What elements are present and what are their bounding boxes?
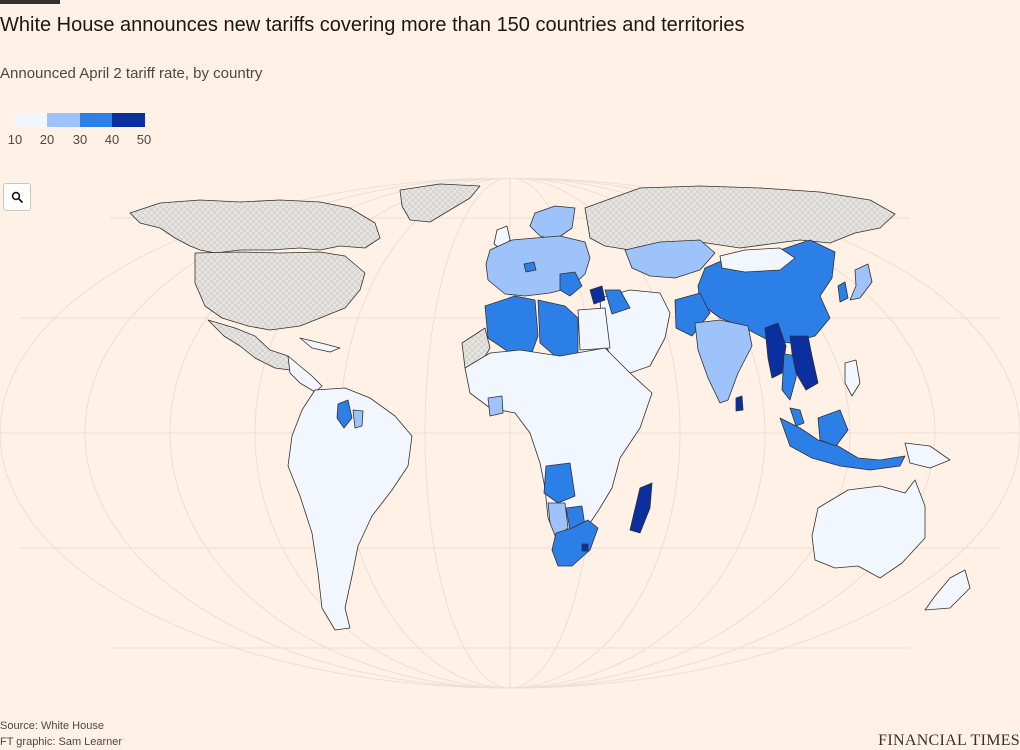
region-mongolia[interactable] [719,247,796,273]
region-united-states[interactable] [194,251,366,331]
region-borneo[interactable] [817,409,849,447]
search-icon [11,191,23,203]
region-caribbean[interactable] [299,337,341,353]
region-central-america[interactable] [287,355,323,393]
region-iraq[interactable] [604,289,631,315]
region-sri-lanka[interactable] [735,395,744,412]
region-libya[interactable] [537,299,579,357]
region-malaysia[interactable] [789,407,805,427]
region-myanmar[interactable] [764,322,787,379]
region-kazakhstan[interactable] [624,239,716,279]
legend-swatch-30-40 [79,113,113,127]
legend-tick-label: 40 [104,132,120,147]
region-south-africa[interactable] [551,519,599,567]
region-west-africa-mid[interactable] [487,395,504,417]
region-indochina[interactable] [789,335,819,391]
legend-swatches [15,113,145,127]
world-tariff-map[interactable] [0,178,1020,693]
source-note: Source: White House [0,720,104,732]
chart-title: White House announces new tariffs coveri… [0,14,745,36]
chart-subtitle: Announced April 2 tariff rate, by countr… [0,65,263,82]
brand-wordmark: FINANCIAL TIMES [878,732,1020,749]
graphic-credit: FT graphic: Sam Learner [0,736,123,748]
region-india[interactable] [694,319,753,404]
region-australia[interactable] [811,479,926,579]
legend-swatch-40-50 [112,113,145,127]
legend-tick-label: 50 [136,132,152,147]
region-canada[interactable] [129,199,381,254]
region-suriname[interactable] [352,409,364,429]
legend-tick-label: 30 [72,132,88,147]
region-lesotho[interactable] [581,543,589,552]
legend-swatch-10-20 [15,113,48,127]
region-russia[interactable] [584,185,896,251]
region-philippines[interactable] [844,359,861,397]
region-papua-new-guinea[interactable] [904,442,951,469]
region-syria[interactable] [589,285,606,305]
zoom-button[interactable] [3,183,31,211]
legend-tick-label: 10 [7,132,23,147]
header-rule [0,0,60,4]
region-egypt[interactable] [577,307,611,351]
region-balkans[interactable] [559,271,583,297]
legend-swatch-20-30 [47,113,80,127]
region-korea[interactable] [837,281,849,303]
region-africa-body[interactable] [464,347,653,547]
region-switzerland[interactable] [523,261,537,273]
region-scandinavia[interactable] [529,205,576,241]
region-algeria[interactable] [484,295,539,359]
legend-tick-label: 20 [39,132,55,147]
legend-labels: 10 20 30 40 50 [0,132,160,148]
region-japan[interactable] [849,263,873,301]
region-guyana[interactable] [336,399,353,429]
region-madagascar[interactable] [629,482,653,534]
region-angola[interactable] [543,462,576,504]
region-new-zealand[interactable] [924,569,971,611]
region-south-america[interactable] [287,387,413,631]
region-greenland[interactable] [399,183,481,223]
region-indonesia[interactable] [779,417,906,471]
color-legend: 10 20 30 40 50 [0,113,160,149]
